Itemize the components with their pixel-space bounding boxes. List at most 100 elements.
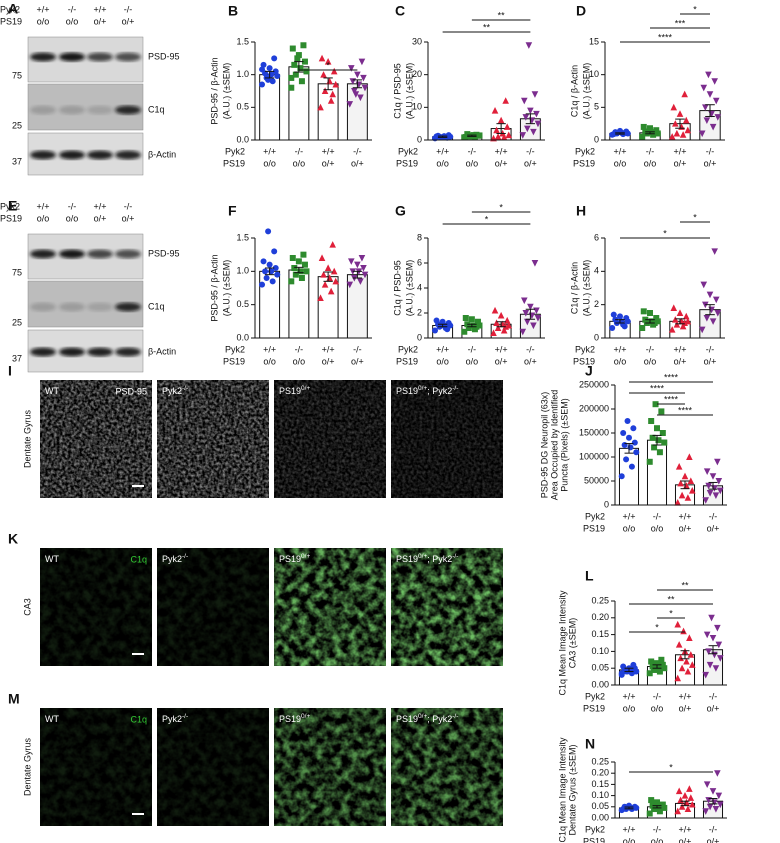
data-point	[675, 641, 683, 648]
error-bar	[645, 319, 655, 324]
band-label: β-Actin	[148, 149, 176, 159]
significance-label: *	[326, 60, 330, 70]
y-axis-label: Dentate Gyrus (±SEM)	[567, 745, 577, 836]
data-point	[347, 65, 355, 72]
data-point	[289, 255, 296, 261]
data-point	[462, 315, 469, 321]
significance-label: *	[693, 4, 697, 14]
data-point	[716, 655, 724, 662]
genotype-label: o/o	[66, 16, 79, 26]
y-tick-label: 0.20	[591, 768, 609, 778]
data-point	[524, 125, 531, 133]
row-label: Pyk2	[575, 146, 595, 156]
y-tick-label: 8	[417, 232, 422, 242]
significance-label: *	[485, 214, 489, 224]
data-point	[714, 770, 721, 777]
image-label-part: -/-	[182, 385, 188, 392]
data-point	[265, 228, 272, 235]
y-axis-label: CA3 (±SEM)	[567, 618, 577, 668]
data-point	[651, 444, 658, 451]
genotype-label: +/+	[436, 146, 449, 156]
stain-label: C1q	[130, 714, 147, 724]
data-point	[706, 291, 714, 299]
error-bar	[467, 323, 477, 328]
band-label: C1q	[148, 301, 165, 311]
data-point	[317, 103, 324, 111]
data-point	[688, 661, 696, 668]
data-point	[712, 806, 720, 813]
error-bar	[705, 304, 715, 316]
row-label: PS19	[583, 836, 605, 843]
genotype-label: -/-	[706, 146, 715, 156]
micrograph-texture	[391, 548, 503, 666]
data-point	[259, 281, 266, 288]
data-point	[502, 97, 509, 104]
data-point	[709, 318, 717, 325]
blot-band	[59, 249, 85, 259]
blot-band	[59, 150, 85, 160]
micrograph-texture	[157, 708, 269, 826]
error-bar	[708, 481, 718, 490]
data-point	[687, 794, 695, 801]
data-point	[274, 271, 281, 278]
genotype-label: o/+	[707, 836, 720, 843]
significance-label: *	[693, 212, 697, 222]
significance-label: ****	[650, 383, 665, 393]
genotype-label: +/+	[263, 344, 276, 354]
error-bar	[652, 805, 662, 809]
data-point	[639, 325, 646, 331]
data-point	[681, 319, 688, 326]
y-tick-label: 15	[589, 36, 599, 46]
mw-marker: 75	[12, 267, 22, 277]
row-label: PS19	[583, 523, 605, 533]
data-point	[324, 264, 332, 271]
data-point	[682, 116, 690, 124]
row-label: Pyk2	[0, 201, 20, 211]
y-tick-label: 30	[412, 36, 422, 46]
data-point	[674, 674, 682, 682]
data-point	[686, 453, 693, 460]
row-label: PS19	[0, 213, 22, 223]
error-bar	[323, 77, 333, 91]
significance-label: **	[483, 22, 491, 32]
image-label: PS190/+	[279, 713, 310, 724]
data-point	[652, 401, 659, 408]
data-point	[648, 797, 655, 804]
data-point	[681, 792, 689, 799]
y-axis-label: (A.U.) (±SEM)	[581, 63, 591, 119]
y-axis-label: PSD-95 / β-Actin	[209, 57, 219, 124]
data-point	[274, 72, 281, 79]
genotype-label: o/o	[651, 703, 664, 713]
genotype-label: -/-	[653, 691, 662, 701]
significance-label: ****	[658, 32, 673, 42]
data-point	[709, 634, 717, 642]
band-label: β-Actin	[148, 346, 176, 356]
error-bar	[496, 321, 506, 328]
error-bar	[323, 271, 333, 282]
data-point	[677, 654, 684, 662]
micrograph-texture	[391, 380, 503, 498]
data-point	[298, 275, 305, 281]
error-bar	[680, 800, 690, 807]
genotype-label: +/+	[436, 344, 449, 354]
y-tick-label: 0	[417, 134, 422, 144]
data-point	[654, 425, 660, 432]
genotype-label: o/o	[37, 213, 50, 223]
image-label-part: PS19	[279, 386, 301, 396]
genotype-label: o/+	[679, 836, 692, 843]
y-axis-label: (A.U.) (±SEM)	[404, 260, 414, 316]
y-tick-label: 6	[594, 232, 599, 242]
genotype-label: -/-	[706, 344, 715, 354]
data-point	[712, 296, 720, 304]
stain-label: PSD-95	[115, 386, 147, 396]
significance-label: *	[669, 762, 673, 772]
data-point	[714, 114, 722, 121]
image-label-part: Pyk2	[162, 714, 182, 724]
data-point	[493, 319, 500, 326]
data-point	[702, 808, 710, 815]
genotype-label: -/-	[124, 201, 133, 211]
image-label-part: -/-	[452, 553, 458, 560]
data-point	[709, 788, 717, 795]
data-point	[292, 271, 299, 278]
data-point	[658, 803, 665, 810]
